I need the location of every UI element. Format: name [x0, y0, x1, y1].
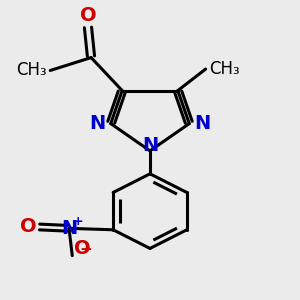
- Text: O: O: [80, 6, 96, 25]
- Text: O: O: [74, 239, 91, 259]
- Text: +: +: [73, 215, 83, 228]
- Text: −: −: [80, 242, 92, 257]
- Text: O: O: [20, 218, 36, 236]
- Text: N: N: [90, 114, 106, 133]
- Text: N: N: [194, 114, 210, 133]
- Text: N: N: [142, 136, 158, 155]
- Text: CH₃: CH₃: [209, 60, 239, 78]
- Text: N: N: [61, 219, 77, 238]
- Text: CH₃: CH₃: [16, 61, 47, 80]
